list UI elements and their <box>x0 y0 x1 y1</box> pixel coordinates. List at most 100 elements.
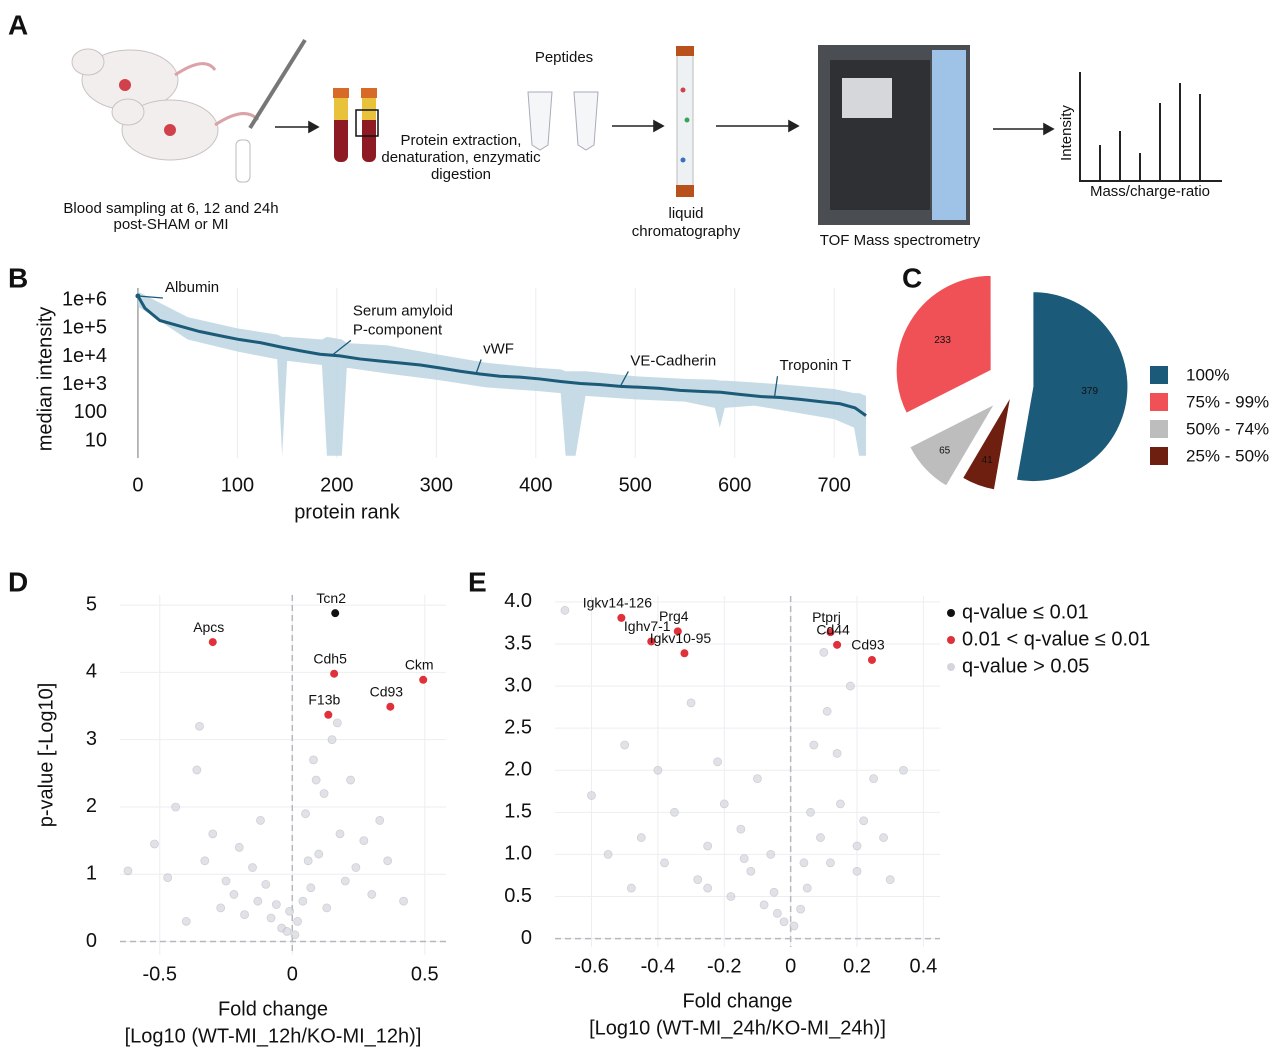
legend-marker <box>947 663 955 671</box>
data-point <box>833 641 841 649</box>
legend-label: q-value ≤ 0.01 <box>962 601 1089 623</box>
y-tick-label: 4.0 <box>504 590 532 612</box>
data-point <box>312 776 320 784</box>
data-point <box>687 699 695 707</box>
data-point <box>283 927 291 935</box>
legend-marker <box>947 636 955 644</box>
data-point <box>737 825 745 833</box>
data-point <box>235 843 243 851</box>
x-tick-label: -0.6 <box>574 955 608 977</box>
y-tick-label: 0 <box>86 930 97 952</box>
data-point <box>767 850 775 858</box>
x-tick-label: 200 <box>320 474 353 496</box>
point-label: Apcs <box>193 619 224 635</box>
y-tick-label: 10 <box>85 429 107 451</box>
y-tick-label: 1e+6 <box>62 288 107 310</box>
data-point <box>790 922 798 930</box>
data-point <box>760 901 768 909</box>
legend-label: q-value > 0.05 <box>962 655 1089 677</box>
point-label: Cd93 <box>370 683 404 699</box>
data-point <box>209 830 217 838</box>
data-point <box>870 775 878 783</box>
workflow-illustration <box>72 40 1222 225</box>
data-point <box>307 884 315 892</box>
data-point <box>817 834 825 842</box>
x-tick-label: 300 <box>420 474 453 496</box>
data-point <box>880 834 888 842</box>
data-point <box>256 816 264 824</box>
pie-value-label: 41 <box>982 455 994 466</box>
data-point <box>680 649 688 657</box>
data-point <box>770 888 778 896</box>
annotation-text: Serum amyloid <box>353 302 453 319</box>
data-point <box>588 791 596 799</box>
legend-marker <box>947 609 955 617</box>
y-axis-label: p-value [-Log10] <box>35 683 57 828</box>
data-point <box>807 808 815 816</box>
legend-swatch <box>1150 447 1168 465</box>
y-tick-label: 5 <box>86 593 97 615</box>
data-point <box>773 909 781 917</box>
data-point <box>621 741 629 749</box>
data-point <box>272 901 280 909</box>
data-point <box>823 707 831 715</box>
y-tick-label: 100 <box>74 401 107 423</box>
data-point <box>164 874 172 882</box>
annotation-text: Troponin T <box>779 357 851 374</box>
x-tick-label: 0 <box>287 963 298 985</box>
data-point <box>304 857 312 865</box>
data-point <box>262 880 270 888</box>
data-point <box>670 808 678 816</box>
x-axis-label: [Log10 (WT-MI_24h/KO-MI_24h)] <box>589 1017 886 1039</box>
legend-label: 100% <box>1186 365 1229 384</box>
data-point <box>810 741 818 749</box>
data-point <box>853 842 861 850</box>
workflow-text: post-SHAM or MI <box>113 216 228 233</box>
annotation-text: P-component <box>353 321 443 338</box>
data-point <box>846 682 854 690</box>
data-point <box>347 776 355 784</box>
x-tick-label: -0.5 <box>143 963 177 985</box>
point-label: Igkv10-95 <box>650 630 712 646</box>
data-point <box>720 800 728 808</box>
figure: A B C D E Blood sampling at 6, 12 and 24… <box>0 0 1287 1049</box>
data-point <box>333 719 341 727</box>
pie-value-label: 65 <box>939 446 951 457</box>
point-label: Cd93 <box>851 637 885 653</box>
point-label: Ckm <box>405 656 434 672</box>
data-point <box>820 648 828 656</box>
legend-swatch <box>1150 366 1168 384</box>
data-point <box>330 670 338 678</box>
data-point <box>836 800 844 808</box>
x-tick-label: 700 <box>817 474 850 496</box>
point-label: F13b <box>308 691 340 707</box>
legend-label: 0.01 < q-value ≤ 0.01 <box>962 628 1150 650</box>
data-point <box>694 876 702 884</box>
x-tick-label: 0 <box>132 474 143 496</box>
data-point <box>196 722 204 730</box>
legend-label: 25% - 50% <box>1186 446 1269 465</box>
y-tick-label: 3.5 <box>504 632 532 654</box>
panel-label: C <box>902 262 922 293</box>
workflow-text: denaturation, enzymatic <box>381 149 541 166</box>
legend-label: 75% - 99% <box>1186 392 1269 411</box>
pie-value-label: 379 <box>1081 386 1098 397</box>
y-tick-label: 1e+5 <box>62 317 107 339</box>
data-point <box>797 905 805 913</box>
data-point <box>241 911 249 919</box>
y-axis-label: median intensity <box>34 307 56 452</box>
point-label: Cd44 <box>816 622 850 638</box>
data-point <box>249 864 257 872</box>
legend-swatch <box>1150 420 1168 438</box>
y-tick-label: 3 <box>86 728 97 750</box>
workflow-text: Protein extraction, <box>401 132 522 149</box>
data-point <box>254 897 262 905</box>
data-point <box>315 850 323 858</box>
data-point <box>654 766 662 774</box>
data-point <box>886 876 894 884</box>
data-point <box>291 931 299 939</box>
data-point <box>124 867 132 875</box>
data-point <box>899 766 907 774</box>
data-point <box>853 867 861 875</box>
x-tick-label: 0.2 <box>843 955 871 977</box>
